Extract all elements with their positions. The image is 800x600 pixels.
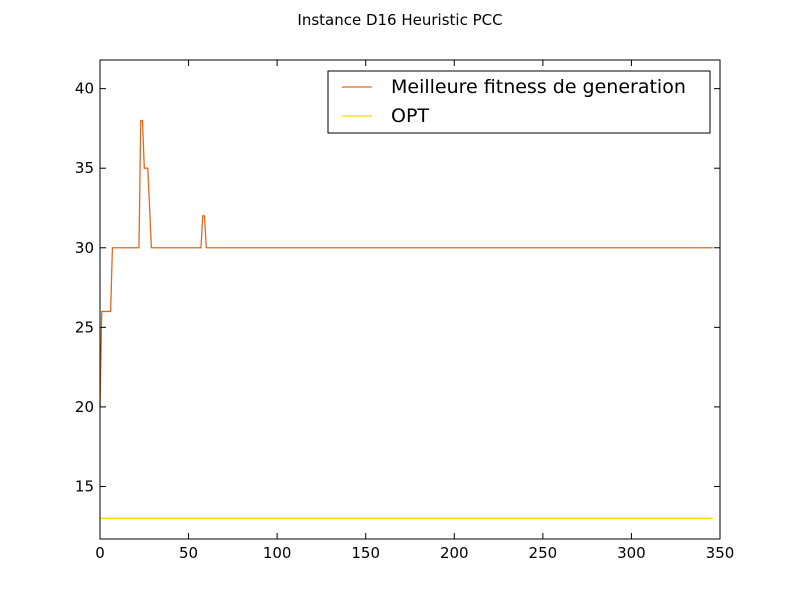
- x-tick-label: 100: [263, 544, 292, 562]
- y-tick-label: 40: [75, 80, 94, 98]
- x-tick-label: 50: [179, 544, 198, 562]
- legend-label-opt: OPT: [391, 105, 429, 127]
- legend: Meilleure fitness de generation OPT: [328, 71, 710, 133]
- y-tick-label: 15: [75, 477, 94, 495]
- chart-title: Instance D16 Heuristic PCC: [297, 11, 502, 29]
- x-tick-label: 300: [617, 544, 646, 562]
- y-tick-label: 25: [75, 318, 94, 336]
- legend-label-fitness: Meilleure fitness de generation: [391, 76, 686, 98]
- x-tick-label: 200: [440, 544, 469, 562]
- axis-ticks: 0 50 100 150 200 250 300 350 15 20 25 30 35 40: [75, 60, 734, 562]
- series-line-0: [100, 120, 713, 406]
- x-tick-label: 0: [95, 544, 105, 562]
- y-tick-label: 35: [75, 159, 94, 177]
- x-tick-label: 250: [529, 544, 558, 562]
- y-tick-label: 30: [75, 239, 94, 257]
- x-tick-label: 350: [706, 544, 735, 562]
- x-tick-label: 150: [351, 544, 380, 562]
- series-layer: [100, 120, 713, 518]
- y-tick-label: 20: [75, 398, 94, 416]
